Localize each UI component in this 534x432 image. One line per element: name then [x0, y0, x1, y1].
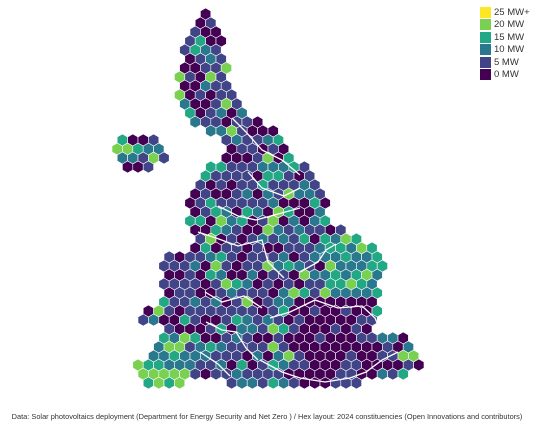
- constituency-hex: [158, 151, 170, 165]
- region-boundary: [269, 299, 381, 331]
- constituency-hex: [246, 376, 258, 390]
- constituency-hex: [226, 376, 238, 390]
- legend-label: 25 MW+: [494, 6, 530, 18]
- constituency-hex: [350, 376, 362, 390]
- constituency-hex: [132, 160, 144, 174]
- constituency-hex: [319, 376, 331, 390]
- region-boundary: [217, 205, 301, 221]
- legend: 25 MW+ 20 MW 15 MW 10 MW 5 MW 0 MW: [480, 6, 530, 81]
- constituency-hex: [137, 313, 149, 327]
- legend-item: 25 MW+: [480, 6, 530, 19]
- constituency-hex: [210, 367, 222, 381]
- constituency-hex: [257, 376, 269, 390]
- constituency-hex: [142, 160, 154, 174]
- legend-swatch: [480, 19, 491, 31]
- constituency-hex: [174, 376, 186, 390]
- legend-item: 15 MW: [480, 31, 530, 44]
- constituency-hex: [142, 376, 154, 390]
- legend-item: 5 MW: [480, 56, 530, 69]
- constituency-hex: [122, 160, 134, 174]
- region-boundary: [205, 321, 259, 361]
- legend-item: 10 MW: [480, 44, 530, 57]
- region-boundary: [299, 243, 337, 273]
- region-boundary: [247, 171, 301, 197]
- region-boundary: [259, 351, 399, 383]
- legend-label: 10 MW: [494, 44, 525, 56]
- constituency-hex: [267, 376, 279, 390]
- region-boundary: [197, 231, 285, 279]
- constituency-hex: [413, 358, 425, 372]
- constituency-hex: [387, 367, 399, 381]
- legend-swatch: [480, 56, 491, 68]
- constituency-hex: [330, 376, 342, 390]
- legend-label: 20 MW: [494, 19, 525, 31]
- legend-item: 0 MW: [480, 69, 530, 82]
- hex-map: [111, 7, 425, 390]
- constituency-hex: [397, 367, 409, 381]
- legend-label: 0 MW: [494, 69, 519, 81]
- constituency-hex: [288, 376, 300, 390]
- legend-swatch: [480, 6, 491, 18]
- region-boundary: [231, 117, 301, 176]
- legend-swatch: [480, 44, 491, 56]
- constituency-hex: [163, 376, 175, 390]
- constituency-hex: [189, 367, 201, 381]
- constituency-hex: [153, 376, 165, 390]
- constituency-hex: [148, 313, 160, 327]
- source-caption: Data: Solar photovoltaics deployment (De…: [11, 412, 523, 421]
- legend-label: 5 MW: [494, 56, 519, 68]
- region-boundary: [204, 291, 263, 309]
- legend-label: 15 MW: [494, 31, 525, 43]
- constituency-hex: [278, 376, 290, 390]
- legend-item: 20 MW: [480, 19, 530, 32]
- constituency-hex: [376, 367, 388, 381]
- legend-swatch: [480, 69, 491, 81]
- legend-swatch: [480, 31, 491, 43]
- constituency-hex: [236, 376, 248, 390]
- constituency-hex: [189, 115, 201, 129]
- constituency-hex: [200, 367, 212, 381]
- constituency-hex: [309, 376, 321, 390]
- constituency-hex: [205, 124, 217, 138]
- region-boundary: [199, 351, 231, 377]
